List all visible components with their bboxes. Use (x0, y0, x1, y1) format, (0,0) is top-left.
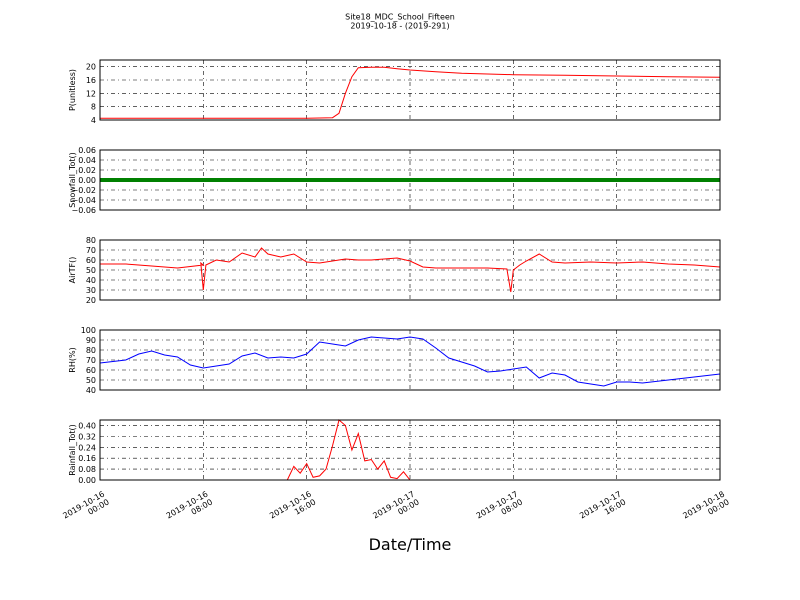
y-tick-label: 20 (86, 296, 96, 305)
chart-subtitle: 2019-10-18 - (2019-291) (350, 22, 449, 31)
y-axis-label: Snowfall_Tot() (68, 152, 77, 208)
y-tick-label: 80 (86, 346, 96, 355)
y-tick-label: −0.06 (71, 206, 96, 215)
y-tick-label: 0.32 (78, 432, 96, 441)
series-line (99, 336, 721, 387)
chart-title: Site18_MDC_School_Fifteen (345, 13, 455, 22)
axes-frame (99, 239, 721, 301)
series-line (100, 247, 721, 293)
y-tick-label: 0.16 (78, 454, 96, 463)
y-tick-label: 70 (86, 246, 96, 255)
y-tick-label: 0.00 (78, 176, 96, 185)
y-tick-label: 70 (86, 356, 96, 365)
x-tick-label: 2019-10-1716:00 (578, 489, 627, 528)
y-axis-label: AirTF() (68, 257, 77, 284)
panel-1: 4 8 12 16 20 P(unitless) (68, 59, 721, 125)
y-tick-label: 0.24 (78, 443, 96, 452)
x-tick-label: 2019-10-1600:00 (61, 489, 110, 528)
x-axis-label: Date/Time (369, 535, 452, 554)
y-tick-label: 0.04 (78, 156, 96, 165)
y-tick-label: 100 (81, 326, 96, 335)
y-tick-label: 0.00 (78, 476, 96, 485)
axes-frame (99, 329, 721, 391)
axes-frame (99, 419, 721, 481)
y-axis-label: Rainfall_Tot() (68, 424, 77, 476)
panel-2: −0.06−0.04−0.020.000.020.040.06Snowfall_… (68, 146, 721, 215)
x-tick-label: 2019-10-1608:00 (165, 489, 214, 528)
y-tick-label: 0.40 (78, 421, 96, 430)
axes-frame (99, 59, 721, 121)
x-tick-label: 2019-10-1708:00 (475, 489, 524, 528)
y-tick-label: −0.02 (71, 186, 96, 195)
x-tick-label: 2019-10-1616:00 (268, 489, 317, 528)
y-tick-label: 60 (86, 366, 96, 375)
y-tick-label: 8 (91, 103, 96, 112)
y-tick-label: 40 (86, 276, 96, 285)
y-tick-label: 0.02 (78, 166, 96, 175)
y-tick-label: 80 (86, 236, 96, 245)
y-tick-label: 90 (86, 336, 96, 345)
panels: 48121620P(unitless)−0.06−0.04−0.020.000.… (68, 59, 721, 485)
y-tick-label: 30 (86, 286, 96, 295)
axes-frame (99, 149, 721, 211)
y-tick-label: 0.06 (78, 146, 96, 155)
y-tick-label: 40 (86, 386, 96, 395)
x-tick-label: 2019-10-1800:00 (681, 489, 730, 528)
y-tick-label: 50 (86, 266, 96, 275)
y-tick-label: 4 (91, 116, 96, 125)
series-line (100, 66, 721, 119)
y-tick-label: −0.04 (71, 196, 96, 205)
y-axis-label: P(unitless) (68, 69, 77, 111)
x-tick-labels: 2019-10-1600:00 2019-10-1608:00 2019-10-16… (61, 489, 730, 528)
y-tick-label: 12 (86, 89, 96, 98)
x-tick-label: 2019-10-1700:00 (371, 489, 420, 528)
y-tick-label: 50 (86, 376, 96, 385)
y-axis-label: RH(%) (68, 347, 77, 372)
y-tick-label: 20 (86, 63, 96, 72)
y-tick-label: 16 (86, 76, 96, 85)
y-tick-label: 0.08 (78, 465, 96, 474)
y-tick-label: 60 (86, 256, 96, 265)
series-line (100, 419, 720, 481)
